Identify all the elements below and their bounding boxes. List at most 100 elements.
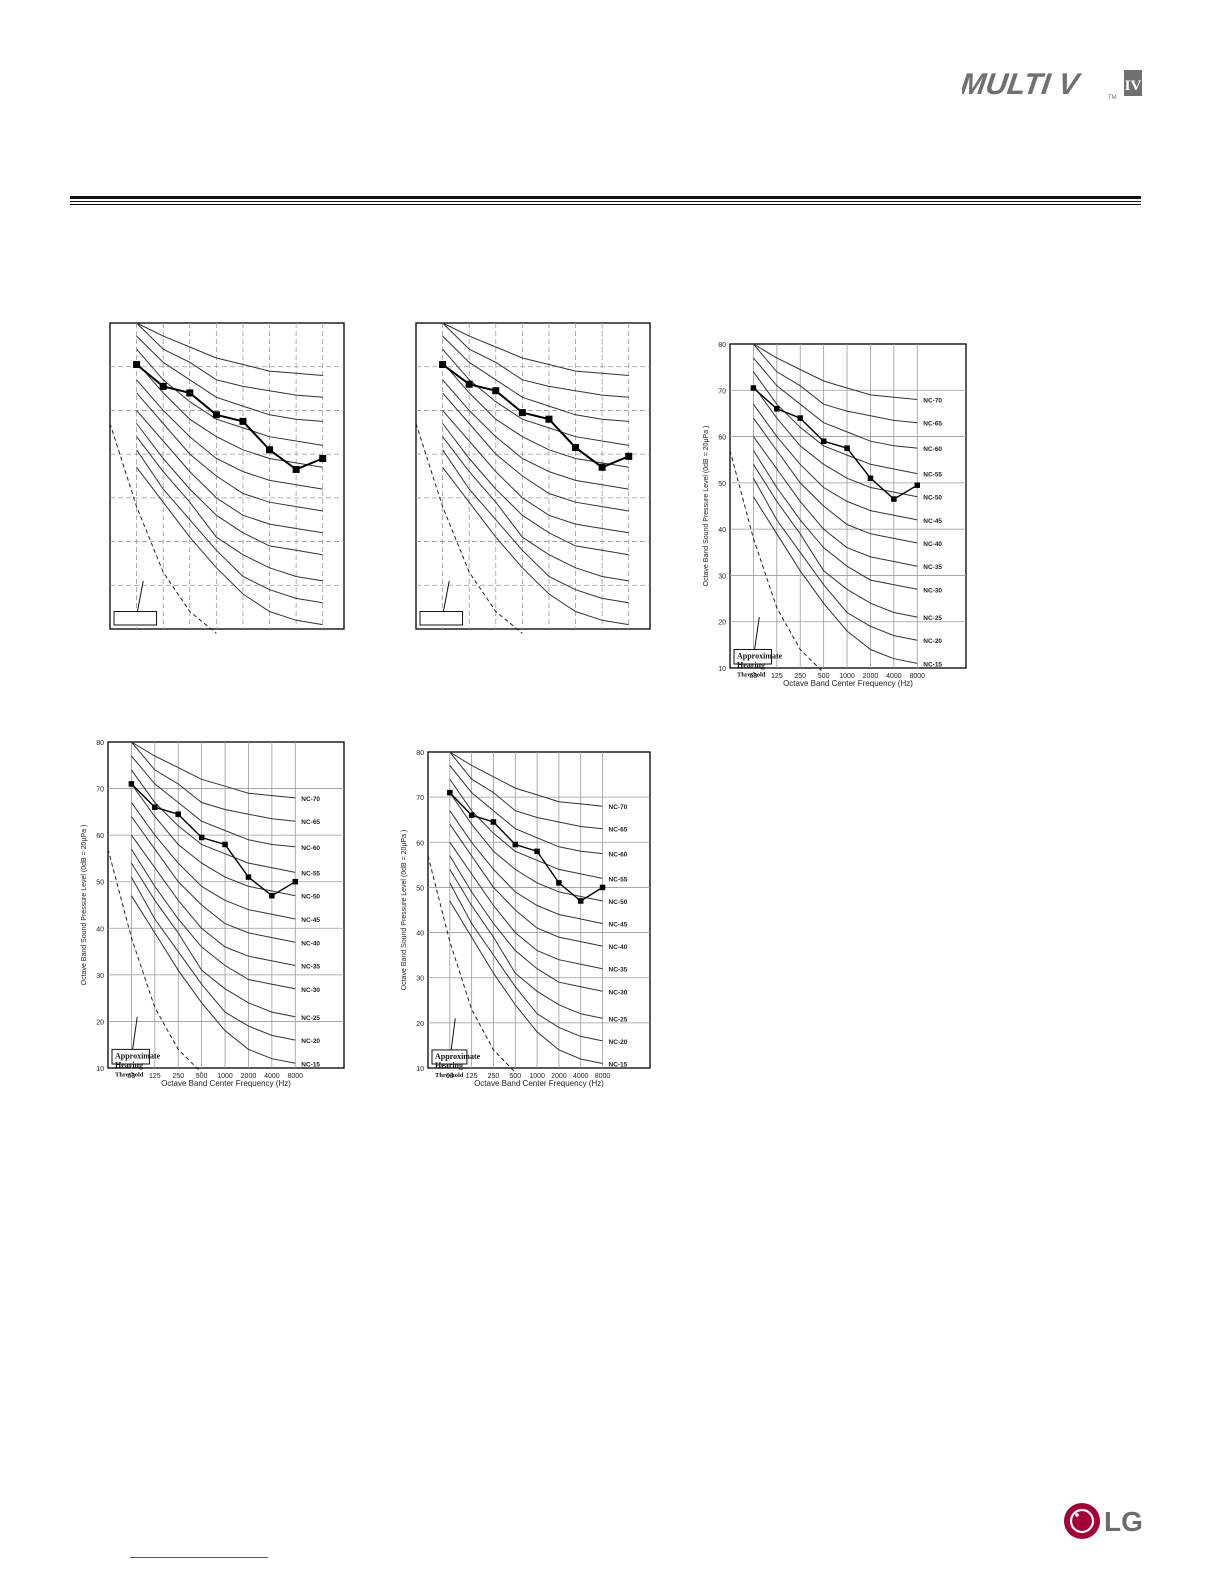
nc-curve-label: NC-20 (301, 1038, 320, 1045)
y-tick-label: 30 (718, 573, 726, 580)
nc-curve-label: NC-50 (923, 495, 942, 502)
nc-curves (136, 322, 323, 626)
y-tick-label: 40 (718, 527, 726, 534)
nc-curve-line (131, 741, 296, 799)
lg-logo: LG (1064, 1503, 1143, 1539)
data-point (222, 841, 228, 848)
x-axis-title: Octave Band Center Frequency (Hz) (783, 679, 913, 688)
chart-svg: NC-70 NC-65 NC-60 NC-55 NC-50 NC-45 NC-40 NC-35… (703, 342, 967, 688)
nc-curve-label: NC-45 (301, 917, 320, 924)
nc-curve-line (449, 751, 603, 807)
nc-curve-label: NC-70 (301, 796, 320, 803)
plot-frame (109, 322, 345, 630)
chart-svg: NC-70 NC-65 NC-60 NC-55 NC-50 NC-45 NC-40 NC-35… (401, 750, 651, 1088)
data-point (269, 892, 275, 899)
y-tick-label: 30 (416, 976, 424, 983)
nc-chart-4: NC-70 NC-65 NC-60 NC-55 NC-50 NC-45 NC-40 NC-35… (78, 736, 350, 1092)
x-tick-label: 125 (149, 1073, 161, 1080)
data-point (128, 781, 135, 787)
nc-chart-1 (104, 318, 350, 634)
nc-curve-line (130, 802, 296, 920)
y-axis-title: Octave Band Sound Pressure Level (0dB = … (401, 830, 408, 991)
nc-curve-label: NC-25 (923, 615, 942, 622)
data-point (492, 387, 500, 395)
nc-curve-line (136, 322, 323, 398)
x-tick-label: 500 (509, 1073, 521, 1080)
nc-curve-label: NC-35 (301, 964, 320, 971)
nc-curve-label: NC-25 (301, 1015, 320, 1022)
hearing-threshold-curve (427, 855, 516, 1073)
nc-curve-label: NC-50 (301, 894, 320, 901)
x-tick-label: 250 (488, 1073, 500, 1080)
x-tick-label: 250 (794, 673, 806, 680)
x-tick-label: 4000 (573, 1073, 589, 1080)
nc-curve-label: NC-40 (923, 541, 942, 548)
nc-curve-label: NC-25 (609, 1016, 628, 1023)
nc-curve-label: NC-65 (923, 421, 942, 428)
y-tick-label: 20 (96, 1019, 104, 1026)
nc-curve-label: NC-15 (923, 661, 942, 668)
x-tick-label: 2000 (551, 1073, 567, 1080)
nc-curves (752, 343, 918, 664)
nc-curve-label: NC-15 (301, 1061, 320, 1068)
nc-curve-line (449, 900, 603, 1064)
nc-curve-line (136, 466, 323, 626)
data-point (914, 482, 921, 488)
nc-curve-label: NC-30 (923, 587, 942, 594)
data-point (545, 415, 553, 423)
nc-curve-line (449, 882, 603, 1042)
nc-curve-line (442, 449, 629, 604)
measured-series-line (449, 792, 603, 902)
data-point (797, 415, 803, 421)
y-tick-label: 60 (96, 833, 104, 840)
nc-curve-label: NC-30 (301, 987, 320, 994)
measured-series-line (752, 387, 918, 500)
data-point (518, 409, 526, 417)
y-tick-label: 80 (718, 342, 726, 349)
header-rule (70, 196, 1141, 206)
data-point (175, 811, 181, 817)
data-point (212, 411, 220, 419)
threshold-label-text: Hearing (115, 1060, 143, 1069)
nc-curve-label: NC-40 (301, 940, 320, 947)
x-tick-label: 63 (750, 673, 758, 680)
footer-link[interactable] (130, 1557, 268, 1558)
nc-curve-label: NC-35 (923, 564, 942, 571)
x-tick-label: 250 (172, 1073, 184, 1080)
threshold-label-text: Approximate (737, 651, 783, 660)
nc-curve-line (130, 834, 296, 966)
nc-curve-line (131, 755, 296, 848)
data-point (439, 361, 447, 369)
x-tick-label: 1000 (839, 673, 855, 680)
data-point (186, 389, 194, 397)
data-point (319, 455, 327, 463)
y-tick-label: 50 (96, 880, 104, 887)
data-point (572, 444, 580, 452)
grid (110, 323, 344, 629)
nc-chart-3: NC-70 NC-65 NC-60 NC-55 NC-50 NC-45 NC-40 NC-35… (700, 338, 972, 692)
y-tick-label: 70 (718, 388, 726, 395)
data-point (292, 878, 299, 885)
nc-curve-label: NC-50 (609, 899, 628, 906)
nc-chart-2 (410, 318, 656, 634)
x-tick-label: 2000 (863, 673, 879, 680)
data-point (133, 361, 141, 369)
nc-curve-line (130, 862, 296, 1018)
nc-curve-line (442, 379, 629, 490)
y-tick-label: 60 (416, 840, 424, 847)
nc-curves (449, 751, 603, 1064)
data-point (577, 898, 584, 904)
data-point (534, 848, 540, 855)
hearing-threshold-curve (729, 450, 824, 673)
nc-curve-label: NC-20 (923, 638, 942, 645)
x-tick-label: 8000 (909, 673, 925, 680)
y-axis-title: Octave Band Sound Pressure Level (0dB = … (703, 426, 710, 587)
nc-curve-line (449, 823, 603, 947)
x-tick-label: 2000 (241, 1073, 257, 1080)
data-point (556, 880, 562, 886)
threshold-label-text: Threshold (737, 671, 766, 678)
nc-curve-label: NC-35 (609, 967, 628, 974)
nc-curve-line (131, 741, 296, 822)
nc-curve-line (136, 449, 323, 604)
hearing-threshold-curve (109, 423, 217, 634)
